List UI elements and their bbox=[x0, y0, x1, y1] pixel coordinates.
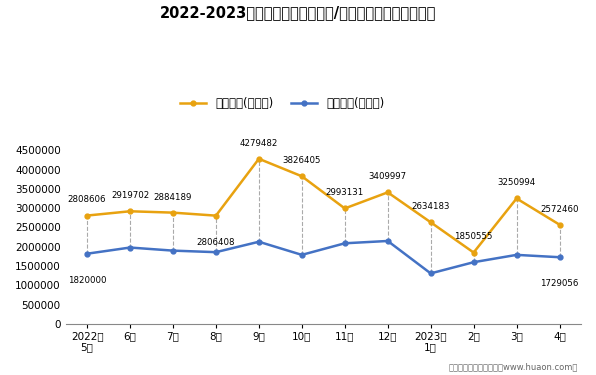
Text: 2993131: 2993131 bbox=[325, 188, 364, 197]
出口总额(万美元) bbox=[513, 196, 520, 201]
Line: 出口总额(万美元): 出口总额(万美元) bbox=[85, 156, 562, 255]
Text: 3250994: 3250994 bbox=[498, 178, 536, 188]
Legend: 出口总额(万美元), 进口总额(万美元): 出口总额(万美元), 进口总额(万美元) bbox=[175, 93, 389, 115]
Text: 2919702: 2919702 bbox=[111, 191, 149, 200]
进口总额(万美元) bbox=[212, 250, 219, 254]
出口总额(万美元) bbox=[341, 206, 348, 211]
出口总额(万美元) bbox=[470, 250, 477, 255]
Text: 4279482: 4279482 bbox=[240, 139, 278, 148]
出口总额(万美元) bbox=[298, 174, 305, 178]
进口总额(万美元) bbox=[427, 271, 434, 276]
Line: 进口总额(万美元): 进口总额(万美元) bbox=[85, 238, 562, 276]
Text: 2808606: 2808606 bbox=[68, 195, 106, 204]
进口总额(万美元) bbox=[470, 260, 477, 264]
进口总额(万美元) bbox=[126, 245, 134, 250]
Text: 制图：华经产业研究院（www.huaon.com）: 制图：华经产业研究院（www.huaon.com） bbox=[449, 362, 578, 371]
进口总额(万美元) bbox=[169, 248, 176, 253]
Text: 3826405: 3826405 bbox=[283, 156, 321, 165]
Text: 2634183: 2634183 bbox=[411, 202, 450, 211]
出口总额(万美元) bbox=[126, 209, 134, 213]
进口总额(万美元) bbox=[513, 253, 520, 257]
出口总额(万美元) bbox=[556, 222, 563, 227]
出口总额(万美元) bbox=[427, 220, 434, 225]
进口总额(万美元) bbox=[83, 252, 91, 256]
进口总额(万美元) bbox=[255, 240, 262, 244]
出口总额(万美元) bbox=[255, 156, 262, 161]
Text: 2806408: 2806408 bbox=[197, 238, 235, 247]
进口总额(万美元) bbox=[384, 239, 392, 243]
出口总额(万美元) bbox=[169, 210, 176, 215]
进口总额(万美元) bbox=[341, 241, 348, 246]
Text: 2572460: 2572460 bbox=[540, 204, 579, 213]
出口总额(万美元) bbox=[83, 213, 91, 218]
Text: 2884189: 2884189 bbox=[154, 192, 192, 201]
Text: 1729056: 1729056 bbox=[541, 279, 579, 288]
出口总额(万美元) bbox=[384, 190, 392, 195]
进口总额(万美元) bbox=[298, 253, 305, 257]
进口总额(万美元) bbox=[556, 255, 563, 260]
Text: 2022-2023年深圳市（境内目的地/货源地）进、出口额统计: 2022-2023年深圳市（境内目的地/货源地）进、出口额统计 bbox=[160, 6, 436, 21]
Text: 1820000: 1820000 bbox=[68, 276, 106, 285]
Text: 1850555: 1850555 bbox=[454, 232, 493, 242]
出口总额(万美元) bbox=[212, 213, 219, 218]
Text: 3409997: 3409997 bbox=[369, 172, 407, 181]
